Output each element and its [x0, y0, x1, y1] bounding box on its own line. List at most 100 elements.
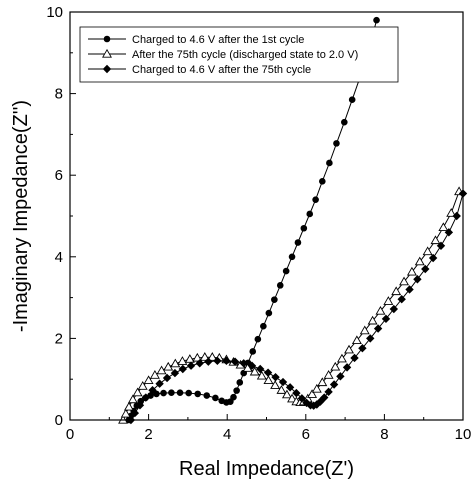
series-2-point — [336, 353, 347, 363]
series-1-point — [276, 282, 284, 289]
y-tick-label: 8 — [55, 86, 63, 103]
x-tick-label: 0 — [66, 426, 74, 443]
series-2-point — [391, 286, 402, 296]
series-3-point — [186, 361, 196, 370]
series-3-point — [366, 334, 375, 343]
series-1-point — [326, 159, 333, 167]
series-3-point — [413, 275, 422, 284]
series-3-point — [350, 353, 359, 363]
series-2-point — [446, 208, 457, 217]
series-1-point — [254, 335, 262, 343]
series-2-point — [287, 393, 298, 403]
series-1-point — [271, 296, 278, 303]
series-2-point — [199, 352, 210, 361]
series-1-point — [319, 178, 326, 185]
series-3-point — [389, 304, 399, 314]
series-3-point — [222, 356, 231, 366]
series-3-point — [271, 372, 280, 382]
legend-label: After the 75th cycle (discharged state t… — [132, 49, 358, 61]
series-3-point — [292, 388, 301, 398]
series-3-point — [155, 379, 164, 388]
series-1-point — [260, 322, 267, 330]
series-1-point — [212, 394, 219, 402]
series-3-point — [162, 373, 172, 383]
series-3-point — [320, 393, 329, 402]
series-3-point — [178, 364, 187, 374]
series-2-point — [120, 408, 131, 418]
legend-marker — [102, 64, 112, 74]
series-2-point — [177, 356, 188, 365]
y-axis-title: -Imaginary Impedance(Z'') — [10, 100, 32, 332]
series-1-point — [282, 267, 290, 275]
series-2-point — [256, 370, 267, 380]
series-3-point — [285, 383, 295, 392]
series-1-point — [153, 390, 160, 398]
series-3-point — [336, 372, 345, 381]
series-1-point — [341, 118, 348, 126]
series-3-point — [278, 377, 288, 387]
series-2-point — [127, 394, 138, 404]
series-3-point — [428, 253, 438, 263]
series-1-point — [185, 389, 192, 397]
series-2-point — [170, 358, 181, 368]
series-3-point — [204, 357, 213, 366]
series-2-point — [249, 366, 260, 376]
series-2-point — [163, 361, 174, 371]
x-tick-label: 4 — [223, 426, 231, 443]
series-3-point — [452, 211, 461, 221]
series-3-point — [263, 368, 273, 377]
series-2-point — [317, 377, 328, 387]
series-3-point — [444, 228, 454, 237]
series-3-point — [405, 285, 414, 294]
y-tick-label: 10 — [46, 4, 63, 21]
legend-marker — [103, 35, 111, 43]
series-3-point — [329, 380, 339, 389]
series-3-point — [135, 401, 145, 410]
series-2-point — [207, 352, 218, 361]
series-3-point — [324, 387, 333, 397]
series-2-point — [438, 222, 449, 232]
series-2-point — [270, 380, 281, 389]
series-2-point — [367, 315, 378, 325]
series-layer — [118, 16, 468, 425]
series-1-point — [312, 196, 319, 203]
legend-box — [79, 26, 399, 83]
series-3-point — [130, 408, 140, 418]
x-tick-label: 2 — [144, 426, 152, 443]
series-1-point — [306, 210, 314, 218]
series-2-point — [399, 276, 410, 286]
series-2 — [118, 186, 465, 424]
y-tick-label: 6 — [55, 167, 63, 184]
series-2-point — [414, 256, 425, 266]
series-1-point — [236, 379, 244, 386]
y-tick-label: 0 — [55, 412, 63, 429]
series-1-point — [160, 389, 167, 397]
legend: Charged to 4.6 V after the 1st cycle Afte… — [79, 26, 399, 83]
series-3-point — [148, 386, 157, 395]
series-2-point — [276, 385, 287, 394]
series-1-point — [265, 309, 273, 317]
series-2-point — [406, 266, 417, 276]
series-3-point — [358, 343, 367, 353]
series-2-point — [143, 375, 154, 385]
series-3-point — [256, 364, 265, 374]
series-3-point — [381, 314, 391, 324]
series-3-point — [170, 368, 180, 378]
legend-label: Charged to 4.6 V after the 1st cycle — [132, 34, 304, 46]
series-3-point — [213, 356, 222, 366]
series-2-point — [281, 389, 292, 399]
series-1-point — [168, 389, 175, 396]
series-1-point — [203, 392, 211, 399]
series-3-point — [297, 394, 307, 403]
series-2-point — [192, 352, 203, 362]
series-3-point — [247, 361, 257, 370]
y-tick-label: 2 — [55, 330, 63, 347]
series-2-point — [422, 246, 433, 256]
x-tick-label: 10 — [455, 426, 472, 443]
x-tick-label: 6 — [302, 426, 310, 443]
series-2-point — [359, 325, 370, 335]
series-2-point — [307, 389, 318, 398]
series-1-point — [249, 348, 257, 355]
series-3-point — [239, 359, 248, 368]
